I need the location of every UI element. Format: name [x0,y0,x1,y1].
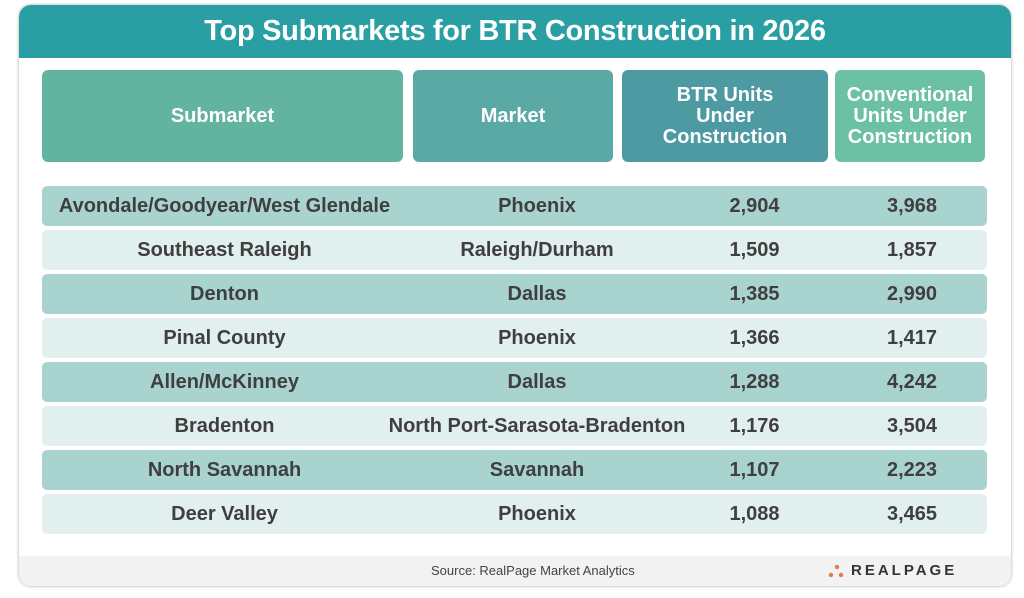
header-market: Market [413,70,613,162]
table-row: Denton Dallas 1,385 2,990 [42,274,987,314]
cell-btr-units: 2,904 [729,194,780,217]
cell-market: Phoenix [498,326,576,349]
cell-market: North Port-Sarasota-Bradenton [388,414,686,437]
cell-conventional-units: 1,857 [886,238,938,261]
cell-submarket: Pinal County [163,326,286,349]
table-row: Southeast Raleigh Raleigh/Durham 1,509 1,85… [42,230,987,270]
cell-market: Phoenix [498,194,576,217]
cell-submarket: Bradenton [174,414,275,437]
cell-market: Dallas [507,370,567,393]
source-note: Source: RealPage Market Analytics [431,563,635,578]
logo-dots-icon [828,564,844,577]
cell-btr-units: 1,366 [729,326,780,349]
header-submarket: Submarket [42,70,403,162]
table-row: Allen/McKinney Dallas 1,288 4,242 [42,362,987,402]
table-row: Avondale/Goodyear/West Glendale Phoenix 2,… [42,186,987,226]
cell-market: Dallas [507,282,567,305]
cell-conventional-units: 2,223 [886,458,938,481]
footer: Source: RealPage Market Analytics REALPA… [19,556,1011,586]
cell-submarket: Allen/McKinney [150,370,299,393]
cell-conventional-units: 2,990 [886,282,938,305]
cell-market: Savannah [489,458,585,481]
cell-market: Raleigh/Durham [460,238,614,261]
cell-conventional-units: 3,968 [886,194,938,217]
cell-btr-units: 1,107 [729,458,780,481]
table-row: Bradenton North Port-Sarasota-Bradenton 1,… [42,406,987,446]
cell-btr-units: 1,509 [729,238,780,261]
cell-btr-units: 1,176 [729,414,780,437]
chart-title: Top Submarkets for BTR Construction in 2… [19,5,1011,58]
realpage-logo: REALPAGE [827,562,957,579]
infographic-card: Top Submarkets for BTR Construction in 2… [19,5,1011,586]
cell-conventional-units: 4,242 [886,370,938,393]
table-row: Pinal County Phoenix 1,366 1,417 [42,318,987,358]
table-row: Deer Valley Phoenix 1,088 3,465 [42,494,987,534]
cell-btr-units: 1,088 [729,502,780,525]
cell-submarket: Avondale/Goodyear/West Glendale [58,194,391,217]
cell-submarket: Denton [190,282,259,305]
cell-market: Phoenix [498,502,576,525]
cell-conventional-units: 3,504 [886,414,938,437]
cell-conventional-units: 1,417 [886,326,938,349]
table-row: North Savannah Savannah 1,107 2,223 [42,450,987,490]
cell-submarket: North Savannah [147,458,302,481]
logo-text: REALPAGE [851,562,958,579]
header-btr-units: BTR Units Under Construction [622,70,828,162]
cell-submarket: Deer Valley [171,502,278,525]
cell-conventional-units: 3,465 [886,502,938,525]
cell-btr-units: 1,288 [729,370,780,393]
cell-btr-units: 1,385 [729,282,780,305]
cell-submarket: Southeast Raleigh [137,238,312,261]
header-conventional-units: Conventional Units Under Construction [835,70,985,162]
